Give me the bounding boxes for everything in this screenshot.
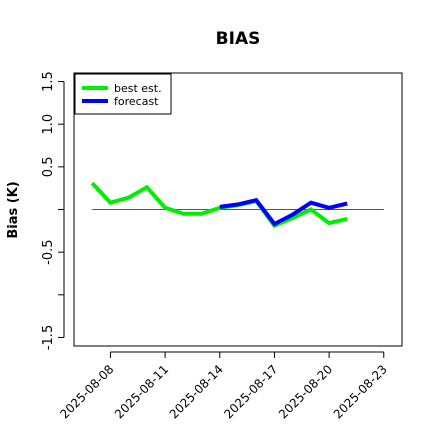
x-tick-label: 2025-08-17 [221, 362, 280, 421]
y-tick-label: 0.5 [41, 157, 56, 178]
series-line-best-est [90, 181, 348, 229]
series-line-forecast [219, 197, 348, 227]
y-axis-label: Bias (K) [6, 181, 21, 238]
legend-box [74, 73, 172, 115]
axes: -1.5-0.50.51.01.52025-08-082025-08-11202… [41, 71, 390, 421]
x-tick-label: 2025-08-14 [167, 362, 226, 421]
legend: best est. forecast [74, 73, 172, 115]
legend-label-forecast: forecast [114, 95, 159, 108]
x-tick-label: 2025-08-11 [112, 362, 171, 421]
y-tick-label: -0.5 [41, 239, 56, 264]
legend-label-best-est: best est. [114, 82, 162, 95]
chart-title: BIAS [216, 29, 261, 49]
y-tick-label: -1.5 [41, 325, 56, 350]
series-lines [90, 181, 348, 229]
x-tick-label: 2025-08-08 [57, 362, 116, 421]
y-tick-label: 1.5 [41, 71, 56, 92]
x-tick-label: 2025-08-20 [276, 362, 335, 421]
y-tick-label: 1.0 [41, 114, 56, 135]
plot-frame [73, 72, 403, 347]
x-tick-label: 2025-08-23 [331, 362, 390, 421]
